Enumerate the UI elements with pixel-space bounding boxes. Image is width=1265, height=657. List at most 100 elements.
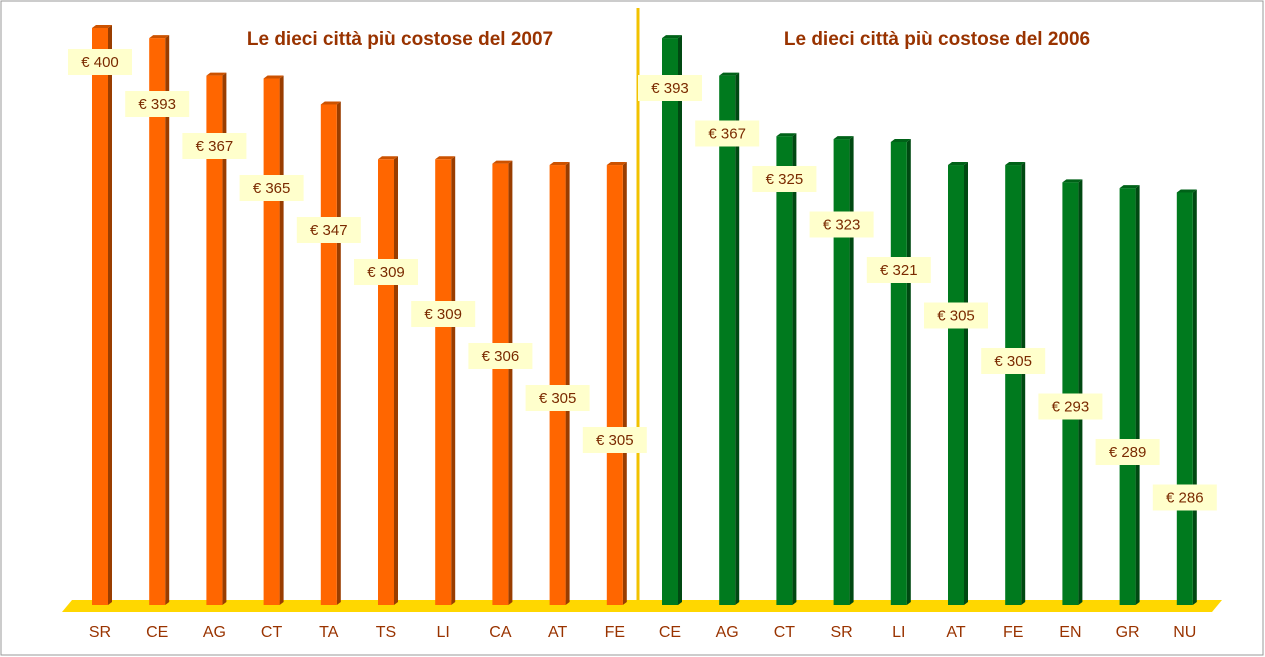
- bar: [206, 75, 223, 606]
- bar-side: [622, 162, 627, 605]
- value-label: € 367: [196, 138, 234, 155]
- x-tick-label: LI: [437, 624, 450, 641]
- value-label: € 325: [766, 171, 804, 188]
- bar-top: [1176, 189, 1197, 193]
- bar-side: [279, 75, 284, 606]
- value-label: € 347: [310, 222, 348, 239]
- value-label-box: [68, 49, 132, 75]
- x-tick-label: AT: [946, 624, 965, 641]
- value-label-box: [1095, 439, 1160, 465]
- bar-side: [394, 156, 398, 605]
- value-label: € 305: [994, 353, 1032, 370]
- x-tick-label: CT: [774, 624, 796, 641]
- value-label: € 393: [138, 96, 176, 113]
- x-tick-label: CE: [659, 624, 681, 641]
- bar-top: [1062, 179, 1083, 183]
- bar-top: [1005, 162, 1026, 166]
- bar-side: [1135, 185, 1140, 605]
- bar-side: [964, 162, 968, 605]
- value-label: € 321: [880, 262, 918, 279]
- value-label-box: [582, 427, 647, 453]
- bar-side: [336, 101, 341, 605]
- value-label: € 305: [937, 307, 975, 324]
- bar: [1005, 165, 1022, 605]
- bar: [948, 165, 964, 605]
- x-tick-label: GR: [1116, 624, 1140, 641]
- bar-side: [508, 160, 513, 605]
- x-tick-label: TS: [376, 624, 396, 641]
- value-label-box: [182, 133, 247, 159]
- value-label: € 400: [81, 54, 119, 71]
- bar-side: [849, 136, 854, 605]
- bar-top: [890, 138, 911, 142]
- bar-side: [451, 156, 456, 605]
- value-label: € 367: [708, 125, 746, 142]
- value-label-box: [525, 385, 590, 411]
- x-tick-label: LI: [892, 624, 905, 641]
- bar: [378, 159, 394, 605]
- x-tick-label: CA: [489, 624, 512, 641]
- value-label: € 293: [1052, 398, 1090, 415]
- value-label: € 365: [253, 180, 291, 197]
- value-label: € 289: [1109, 444, 1147, 461]
- value-label: € 306: [482, 348, 520, 365]
- value-label-box: [1038, 393, 1103, 420]
- bar: [776, 136, 793, 605]
- bar-top: [948, 162, 968, 166]
- bar: [435, 159, 452, 605]
- value-label-box: [924, 302, 988, 329]
- bar-top: [719, 72, 740, 76]
- value-label: € 309: [367, 264, 405, 281]
- x-tick-label: NU: [1173, 624, 1196, 641]
- bar-top: [606, 162, 627, 166]
- value-label-box: [866, 257, 931, 283]
- value-label-box: [411, 301, 476, 327]
- bar-top: [549, 162, 570, 166]
- bar-side: [906, 138, 911, 605]
- bar-top: [662, 35, 682, 39]
- bar: [92, 28, 108, 605]
- bar: [149, 38, 166, 606]
- value-label: € 286: [1166, 489, 1204, 506]
- x-tick-label: SR: [89, 624, 111, 641]
- bar-top: [435, 156, 456, 160]
- value-label: € 309: [424, 306, 462, 323]
- value-label: € 305: [539, 390, 577, 407]
- bar: [890, 141, 907, 605]
- bar-top: [263, 75, 284, 79]
- bar-top: [92, 25, 112, 28]
- bar-side: [1192, 189, 1197, 605]
- bar-top: [1119, 185, 1140, 189]
- x-tick-label: TA: [319, 624, 339, 641]
- x-tick-label: AG: [203, 624, 226, 641]
- value-label: € 323: [823, 216, 861, 233]
- x-tick-label: FE: [605, 624, 625, 641]
- bar-side: [165, 35, 170, 606]
- value-label-box: [752, 166, 817, 192]
- value-label-box: [981, 348, 1046, 374]
- value-label-box: [695, 120, 760, 147]
- x-tick-label: EN: [1059, 624, 1081, 641]
- x-tick-label: CE: [146, 624, 168, 641]
- bar: [320, 104, 337, 605]
- value-label-box: [354, 259, 418, 285]
- x-tick-label: AT: [548, 624, 567, 641]
- bar: [662, 38, 678, 606]
- bar: [833, 139, 850, 605]
- bar-side: [222, 72, 227, 606]
- bar: [606, 165, 623, 605]
- bar-top: [492, 160, 513, 164]
- bar-side: [108, 25, 112, 605]
- bar-side: [792, 133, 797, 605]
- x-tick-label: SR: [830, 624, 852, 641]
- bar-side: [735, 72, 740, 606]
- bar-top: [833, 136, 854, 140]
- bar-side: [678, 35, 682, 606]
- bar-top: [776, 133, 797, 137]
- x-tick-label: FE: [1003, 624, 1023, 641]
- value-label-box: [809, 211, 874, 238]
- bar: [719, 75, 736, 606]
- value-label-box: [468, 343, 533, 369]
- bar-side: [565, 162, 570, 605]
